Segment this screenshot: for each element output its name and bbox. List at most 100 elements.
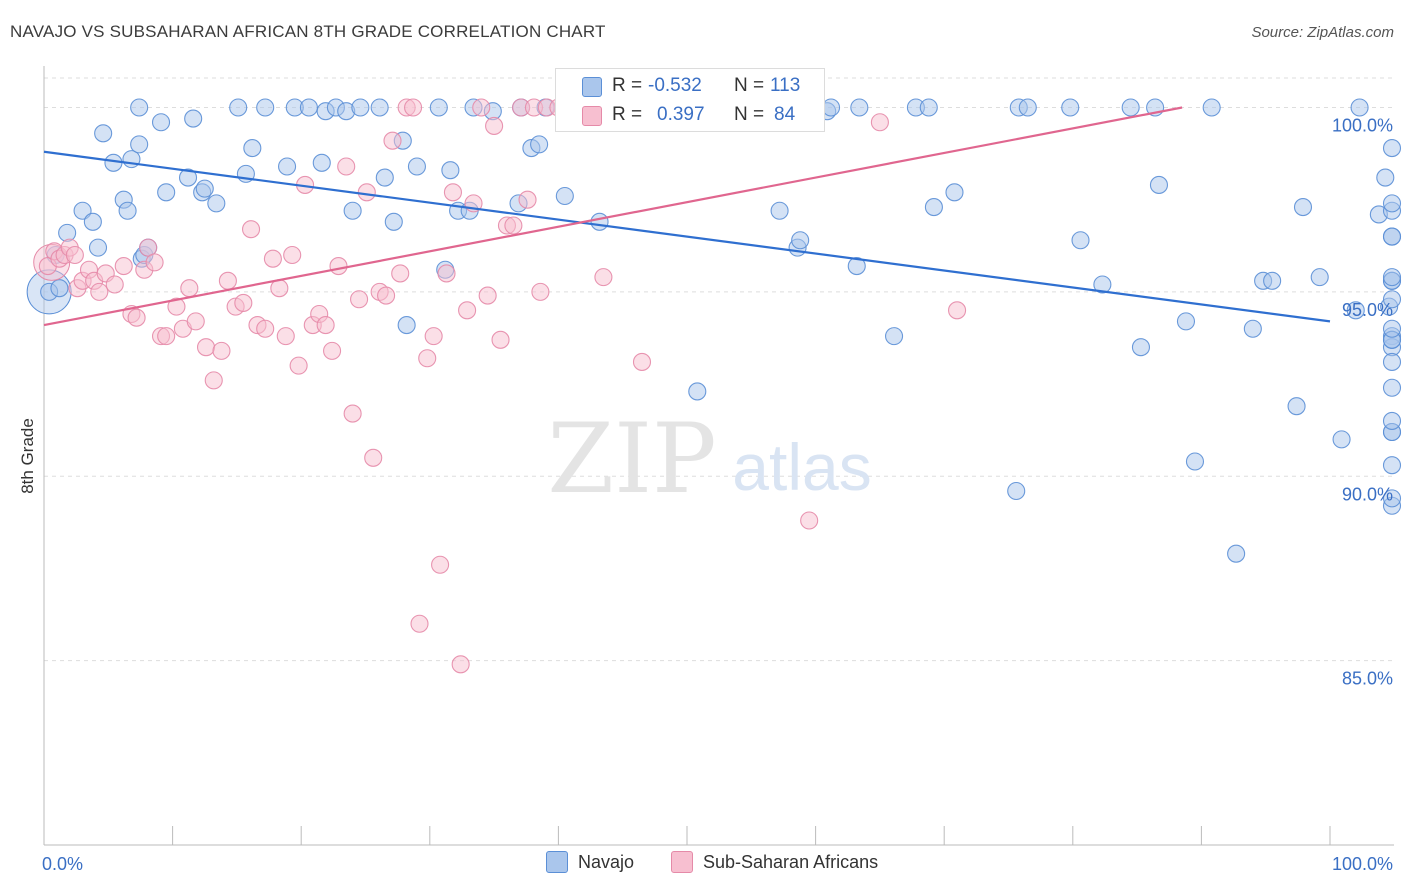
subsaharan-point [485, 116, 504, 135]
subsaharan-point [410, 614, 429, 633]
navajo-point [1310, 268, 1329, 287]
navajo-point [688, 382, 707, 401]
subsaharan-point [431, 555, 450, 574]
subsaharan-point [357, 183, 376, 202]
subsaharan-point [180, 279, 199, 298]
stats-row-subsaharan: R = 0.397 N = 84 [556, 100, 824, 130]
navajo-point [847, 257, 866, 276]
navajo-point [850, 98, 869, 117]
chart-source: Source: ZipAtlas.com [1251, 24, 1394, 41]
subsaharan-point [65, 245, 84, 265]
subsaharan-swatch [582, 106, 602, 126]
navajo-point [94, 124, 113, 143]
navajo-point [299, 98, 318, 117]
navajo-point [184, 109, 203, 128]
navajo-point [1227, 544, 1246, 563]
navajo-point [207, 194, 226, 213]
navajo-point [1376, 168, 1395, 187]
navajo-point [370, 98, 389, 117]
subsaharan-point [90, 282, 109, 301]
subsaharan-point [343, 404, 362, 423]
navajo-point [118, 201, 137, 220]
navajo-point [1176, 312, 1196, 331]
subsaharan-point [491, 330, 510, 349]
subsaharan-point [329, 257, 348, 276]
navajo-point [351, 98, 370, 117]
navajo-point [884, 327, 904, 346]
navajo-point [1018, 98, 1037, 117]
subsaharan-point [504, 216, 523, 235]
navajo-point [83, 212, 102, 231]
navajo-r-label: R = [612, 75, 643, 96]
navajo-n-value: 113 [770, 75, 801, 96]
subsaharan-point [289, 356, 308, 375]
stats-row-navajo: R = -0.532 N = 113 [556, 71, 824, 101]
navajo-point [919, 98, 938, 117]
navajo-swatch [582, 77, 602, 97]
legend-label-navajo: Navajo [578, 851, 635, 872]
subsaharan-point [418, 349, 437, 368]
subsaharan-r-value: 0.397 [657, 104, 705, 125]
navajo-point [1382, 411, 1402, 430]
chart-title: NAVAJO VS SUBSAHARAN AFRICAN 8TH GRADE C… [10, 22, 606, 41]
navajo-point [1121, 98, 1140, 117]
navajo-point [178, 168, 198, 187]
navajo-point [312, 153, 331, 172]
subsaharan-point [443, 183, 462, 202]
subsaharan-point [218, 271, 237, 290]
navajo-point [50, 279, 69, 298]
subsaharan-point [377, 286, 396, 305]
navajo-point [195, 179, 214, 198]
subsaharan-point [424, 327, 443, 346]
navajo-point [791, 231, 810, 250]
navajo-r-value: -0.532 [648, 75, 702, 96]
navajo-point [1185, 452, 1205, 471]
navajo-point [1131, 338, 1151, 357]
navajo-point [243, 139, 262, 158]
navajo-point [1382, 319, 1402, 338]
navajo-point [256, 98, 275, 117]
navajo-point [73, 201, 92, 220]
subsaharan-point [594, 268, 613, 287]
subsaharan-point [157, 327, 176, 346]
navajo-point [407, 157, 426, 176]
subsaharan-point [437, 264, 456, 283]
navajo-point [1350, 98, 1369, 117]
navajo-point [130, 135, 149, 154]
navajo-point [130, 98, 149, 117]
subsaharan-n-label: N = [734, 104, 765, 125]
navajo-point [429, 98, 448, 117]
y-tick-label: 85.0% [1342, 669, 1393, 689]
x-tick-label: 0.0% [42, 854, 83, 874]
navajo-point [1382, 268, 1402, 287]
subsaharan-point [186, 312, 205, 331]
navajo-point [104, 153, 123, 172]
navajo-n-label: N = [734, 75, 765, 96]
navajo-point [1382, 378, 1402, 397]
subsaharan-point [870, 113, 889, 132]
y-tick-label: 95.0% [1342, 300, 1393, 320]
stats-legend: R = -0.532 N = 113 R = 0.397 N = 84 [555, 68, 825, 132]
axes [43, 66, 1394, 846]
subsaharan-point [364, 448, 383, 467]
subsaharan-point [632, 352, 652, 371]
subsaharan-point [518, 190, 537, 209]
watermark-zip: ZIP [547, 403, 716, 515]
subsaharan-point [323, 341, 342, 360]
subsaharan-point [204, 371, 223, 390]
subsaharan-point [241, 220, 261, 239]
subsaharan-point [350, 290, 369, 309]
subsaharan-point [472, 98, 491, 117]
subsaharan-point [478, 286, 497, 305]
subsaharan-point [451, 655, 470, 674]
navajo-point [555, 186, 574, 206]
subsaharan-point [256, 319, 275, 338]
trendlines [43, 106, 1331, 327]
subsaharan-point [196, 338, 216, 357]
watermark: ZIP atlas [547, 403, 871, 515]
subsaharan-point [404, 98, 423, 117]
navajo-point [1243, 319, 1262, 338]
subsaharan-point [800, 511, 819, 530]
navajo-point [1293, 198, 1313, 217]
